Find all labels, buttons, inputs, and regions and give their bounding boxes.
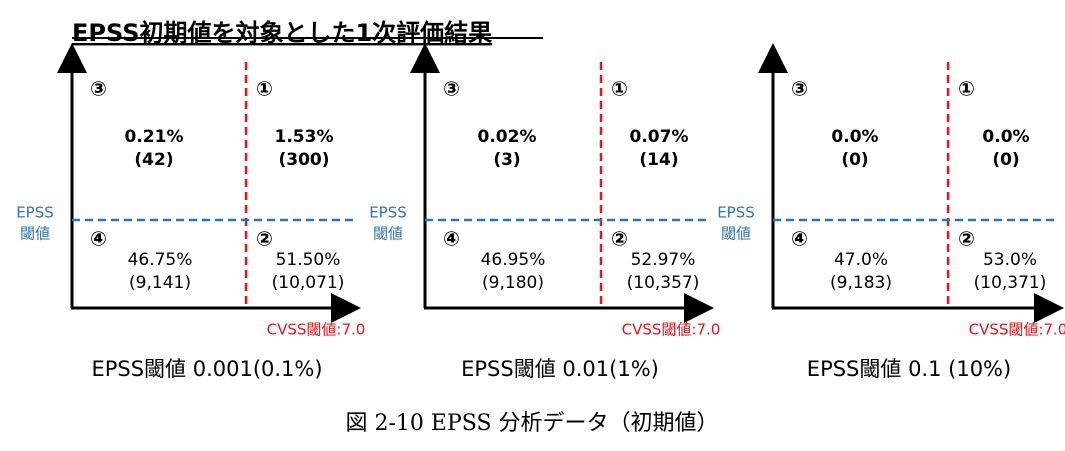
epss-label: EPSS bbox=[369, 204, 407, 222]
quadrant-number: ③ bbox=[443, 77, 460, 101]
figure-caption: 図 2-10 EPSS 分析データ（初期値） bbox=[345, 411, 718, 436]
cvss-label: CVSS閾値:7.0 bbox=[969, 321, 1065, 339]
quadrant-number: ④ bbox=[443, 227, 460, 251]
epss-label: EPSS bbox=[717, 204, 755, 222]
quadrant-count: (42) bbox=[134, 150, 173, 170]
quadrant-percent: 1.53% bbox=[275, 127, 334, 147]
quadrant-number: ① bbox=[958, 77, 975, 101]
quadrant-count: (10,071) bbox=[272, 273, 345, 293]
quadrant-count: (0) bbox=[992, 150, 1019, 170]
panel-caption: EPSS閾値 0.01(1%) bbox=[461, 357, 659, 381]
quadrant-count: (10,371) bbox=[974, 273, 1047, 293]
quadrant-percent: 0.02% bbox=[478, 127, 537, 147]
quadrant-number: ④ bbox=[90, 227, 107, 251]
quadrant-percent: 53.0% bbox=[983, 250, 1037, 270]
quadrant-count: (9,183) bbox=[830, 273, 892, 293]
cvss-label: CVSS閾値:7.0 bbox=[267, 321, 366, 339]
quadrant-count: (300) bbox=[278, 150, 329, 170]
quadrant-number: ② bbox=[256, 227, 273, 251]
epss-label: 閾値 bbox=[373, 225, 403, 243]
cvss-label: CVSS閾値:7.0 bbox=[622, 321, 721, 339]
panel-caption: EPSS閾値 0.1 (10%) bbox=[807, 357, 1011, 381]
quadrant-number: ④ bbox=[791, 227, 808, 251]
epss-label: 閾値 bbox=[20, 225, 50, 243]
quadrant-count: (10,357) bbox=[627, 273, 700, 293]
quadrant-percent: 52.97% bbox=[631, 250, 696, 270]
quadrant-count: (3) bbox=[493, 150, 520, 170]
quadrant-percent: 46.75% bbox=[128, 250, 193, 270]
quadrant-percent: 0.0% bbox=[831, 127, 878, 147]
quadrant-percent: 46.95% bbox=[481, 250, 546, 270]
epss-label: EPSS bbox=[16, 204, 54, 222]
title: EPSS初期値を対象とした1次評価結果 bbox=[72, 19, 492, 47]
quadrant-count: (9,180) bbox=[482, 273, 544, 293]
quadrant-number: ② bbox=[611, 227, 628, 251]
panel-caption: EPSS閾値 0.001(0.1%) bbox=[91, 357, 322, 381]
quadrant-percent: 0.07% bbox=[630, 127, 689, 147]
quadrant-percent: 0.21% bbox=[125, 127, 184, 147]
epss-label: 閾値 bbox=[721, 225, 751, 243]
quadrant-number: ① bbox=[611, 77, 628, 101]
quadrant-number: ③ bbox=[791, 77, 808, 101]
quadrant-number: ① bbox=[256, 77, 273, 101]
quadrant-count: (9,141) bbox=[129, 273, 191, 293]
quadrant-count: (0) bbox=[841, 150, 868, 170]
quadrant-number: ② bbox=[958, 227, 975, 251]
quadrant-count: (14) bbox=[639, 150, 678, 170]
quadrant-percent: 47.0% bbox=[834, 250, 888, 270]
quadrant-percent: 51.50% bbox=[276, 250, 341, 270]
quadrant-percent: 0.0% bbox=[982, 127, 1029, 147]
quadrant-number: ③ bbox=[90, 77, 107, 101]
